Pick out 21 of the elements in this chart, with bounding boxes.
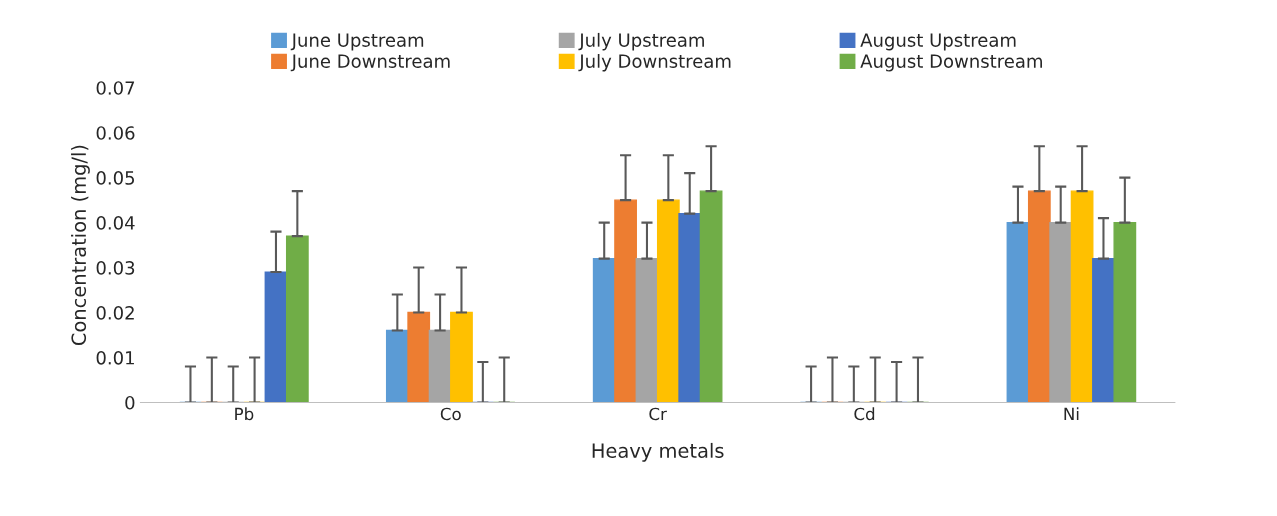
legend-label: June Downstream xyxy=(290,54,450,72)
legend-label: July Upstream xyxy=(578,32,704,51)
y-tick-label: 0.07 xyxy=(96,81,135,95)
y-axis-title: Concentration (mg/l) xyxy=(71,145,90,346)
x-tick-label: Co xyxy=(440,407,461,421)
y-tick-label: 0.05 xyxy=(96,171,135,185)
x-tick-label: Cd xyxy=(854,407,875,421)
legend-label: August Downstream xyxy=(860,54,1042,72)
x-tick-label: Pb xyxy=(235,407,254,421)
y-tick-label: 0 xyxy=(125,395,135,410)
x-tick-label: Cr xyxy=(649,407,667,421)
legend-label: June Upstream xyxy=(290,33,424,51)
legend-label: August Upstream xyxy=(860,33,1016,51)
y-tick-label: 0.04 xyxy=(96,216,135,230)
y-tick-label: 0.03 xyxy=(96,261,135,275)
y-tick-label: 0.01 xyxy=(96,350,134,365)
y-tick-label: 0.02 xyxy=(96,306,134,320)
legend-label: July Downstream xyxy=(578,54,731,72)
y-tick-label: 0.06 xyxy=(96,126,135,140)
x-tick-label: Ni xyxy=(1064,407,1079,421)
x-axis-title: Heavy metals xyxy=(592,442,724,462)
